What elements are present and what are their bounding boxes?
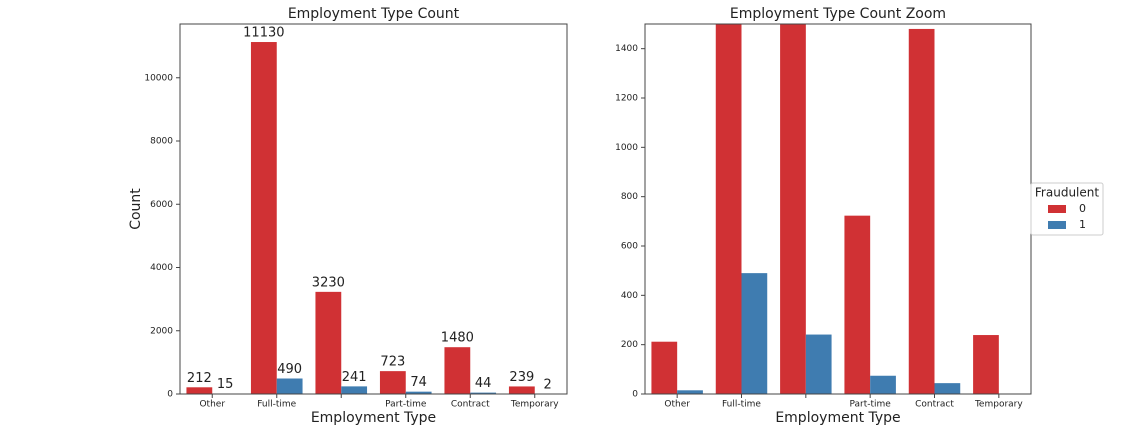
data-label: 74: [410, 375, 427, 390]
plot-area: [186, 42, 561, 394]
x-tick-label: Contract: [915, 400, 954, 410]
x-tick-label: Temporary: [510, 400, 559, 410]
bar: [341, 386, 368, 394]
data-label: 239: [509, 370, 534, 385]
bar: [250, 42, 277, 394]
bar: [470, 392, 497, 394]
y-tick-label: 600: [621, 242, 638, 252]
y-tick-label: 2000: [150, 326, 173, 336]
data-label: 3230: [312, 275, 345, 290]
bar: [715, 24, 742, 394]
legend-label: 1: [1079, 218, 1086, 231]
y-tick-label: 0: [632, 390, 638, 400]
chart-title: Employment Type Count: [288, 6, 460, 22]
plot-area: [651, 24, 1025, 394]
y-tick-label: 1400: [615, 44, 638, 54]
data-label: 490: [277, 362, 302, 377]
bar: [379, 371, 406, 394]
x-tick-label: Full-time: [257, 400, 296, 410]
x-tick-label: Full-time: [722, 400, 761, 410]
bar: [315, 291, 342, 394]
x-tick-label: Part-time: [849, 400, 891, 410]
bar: [741, 273, 768, 394]
bar: [186, 387, 213, 394]
bar: [908, 28, 935, 394]
bar: [677, 390, 703, 394]
chart-title: Employment Type Count Zoom: [730, 6, 946, 22]
legend-label: 0: [1079, 202, 1086, 215]
data-label: 1480: [441, 331, 474, 346]
bar: [508, 386, 535, 394]
bar: [934, 383, 961, 394]
data-label: 11130: [243, 26, 284, 41]
plot-frame: [179, 23, 568, 395]
bar: [973, 335, 999, 394]
x-axis-label: Employment Type: [311, 410, 436, 426]
y-tick-label: 800: [621, 192, 638, 202]
bar: [844, 215, 871, 394]
bar: [780, 24, 806, 394]
x-tick-label: Other: [199, 400, 225, 410]
bar: [651, 341, 678, 394]
data-label: 723: [380, 355, 405, 370]
y-tick-label: 1000: [615, 143, 638, 153]
y-tick-label: 1200: [615, 94, 638, 104]
x-tick-label: Part-time: [385, 400, 427, 410]
bar: [870, 375, 896, 394]
y-tick-label: 200: [621, 340, 638, 350]
bar: [405, 391, 432, 394]
x-tick-label: Temporary: [974, 400, 1023, 410]
legend-swatch: [1048, 221, 1066, 229]
y-tick-label: 6000: [150, 200, 173, 210]
x-tick-label: Other: [664, 400, 690, 410]
data-label: 15: [217, 377, 234, 392]
legend-title: Fraudulent: [1035, 186, 1099, 200]
bar: [805, 334, 832, 394]
x-tick-label: Contract: [451, 400, 490, 410]
legend-swatch: [1048, 205, 1066, 213]
data-label: 44: [475, 376, 492, 391]
data-label: 241: [342, 370, 367, 385]
x-axis-label: Employment Type: [775, 410, 900, 426]
y-axis-label: Count: [128, 188, 144, 230]
y-tick-label: 0: [167, 390, 173, 400]
bar: [444, 347, 471, 394]
bar: [276, 378, 303, 394]
y-tick-label: 10000: [144, 73, 173, 83]
y-tick-label: 400: [621, 291, 638, 301]
y-tick-label: 4000: [150, 263, 173, 273]
data-label: 212: [187, 371, 212, 386]
y-tick-label: 8000: [150, 137, 173, 147]
data-label: 2: [544, 377, 552, 392]
